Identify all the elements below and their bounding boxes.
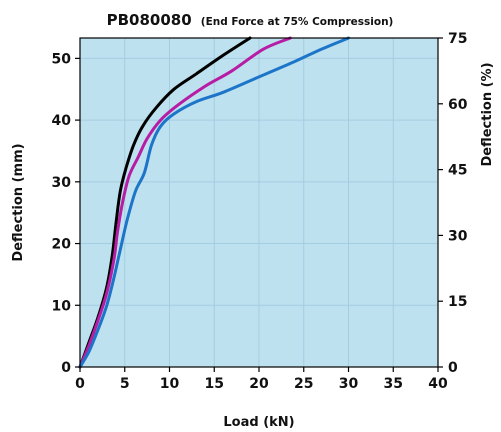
x-tick-label: 10 xyxy=(160,376,180,392)
y-tick-label: 0 xyxy=(61,360,71,376)
y2-tick-label: 0 xyxy=(448,360,458,376)
y2-tick-label: 45 xyxy=(448,163,467,179)
x-tick-label: 15 xyxy=(205,376,224,392)
y2-tick-label: 75 xyxy=(448,31,467,47)
series-line-2 xyxy=(78,36,292,369)
y2-tick-label: 60 xyxy=(448,97,468,113)
y-tick-label: 20 xyxy=(52,237,72,253)
y-tick-label: 40 xyxy=(52,113,72,129)
x-tick-label: 0 xyxy=(75,376,85,392)
series-layer xyxy=(78,36,350,369)
chart-title: PB080080 (End Force at 75% Compression) xyxy=(107,10,394,29)
x-tick-label: 40 xyxy=(428,376,448,392)
y-tick-label: 50 xyxy=(52,51,72,67)
y-tick-label: 30 xyxy=(52,175,72,191)
x-tick-label: 25 xyxy=(294,376,313,392)
gridlines xyxy=(80,38,438,367)
y-tick-label: 10 xyxy=(52,298,72,314)
y2-tick-label: 30 xyxy=(448,228,468,244)
y2-axis-label: Deflection (%) xyxy=(480,62,495,166)
x-tick-label: 5 xyxy=(120,376,130,392)
series-line-3 xyxy=(78,36,350,369)
x-axis-label: Load (kN) xyxy=(223,415,294,430)
x-tick-label: 35 xyxy=(384,376,403,392)
chart-subtitle: (End Force at 75% Compression) xyxy=(201,16,394,28)
x-tick-label: 20 xyxy=(249,376,269,392)
y-axis-label: Deflection (mm) xyxy=(11,143,26,261)
x-tick-label: 30 xyxy=(339,376,359,392)
y2-tick-label: 15 xyxy=(448,294,467,310)
chart-title-main: PB080080 xyxy=(107,11,192,29)
